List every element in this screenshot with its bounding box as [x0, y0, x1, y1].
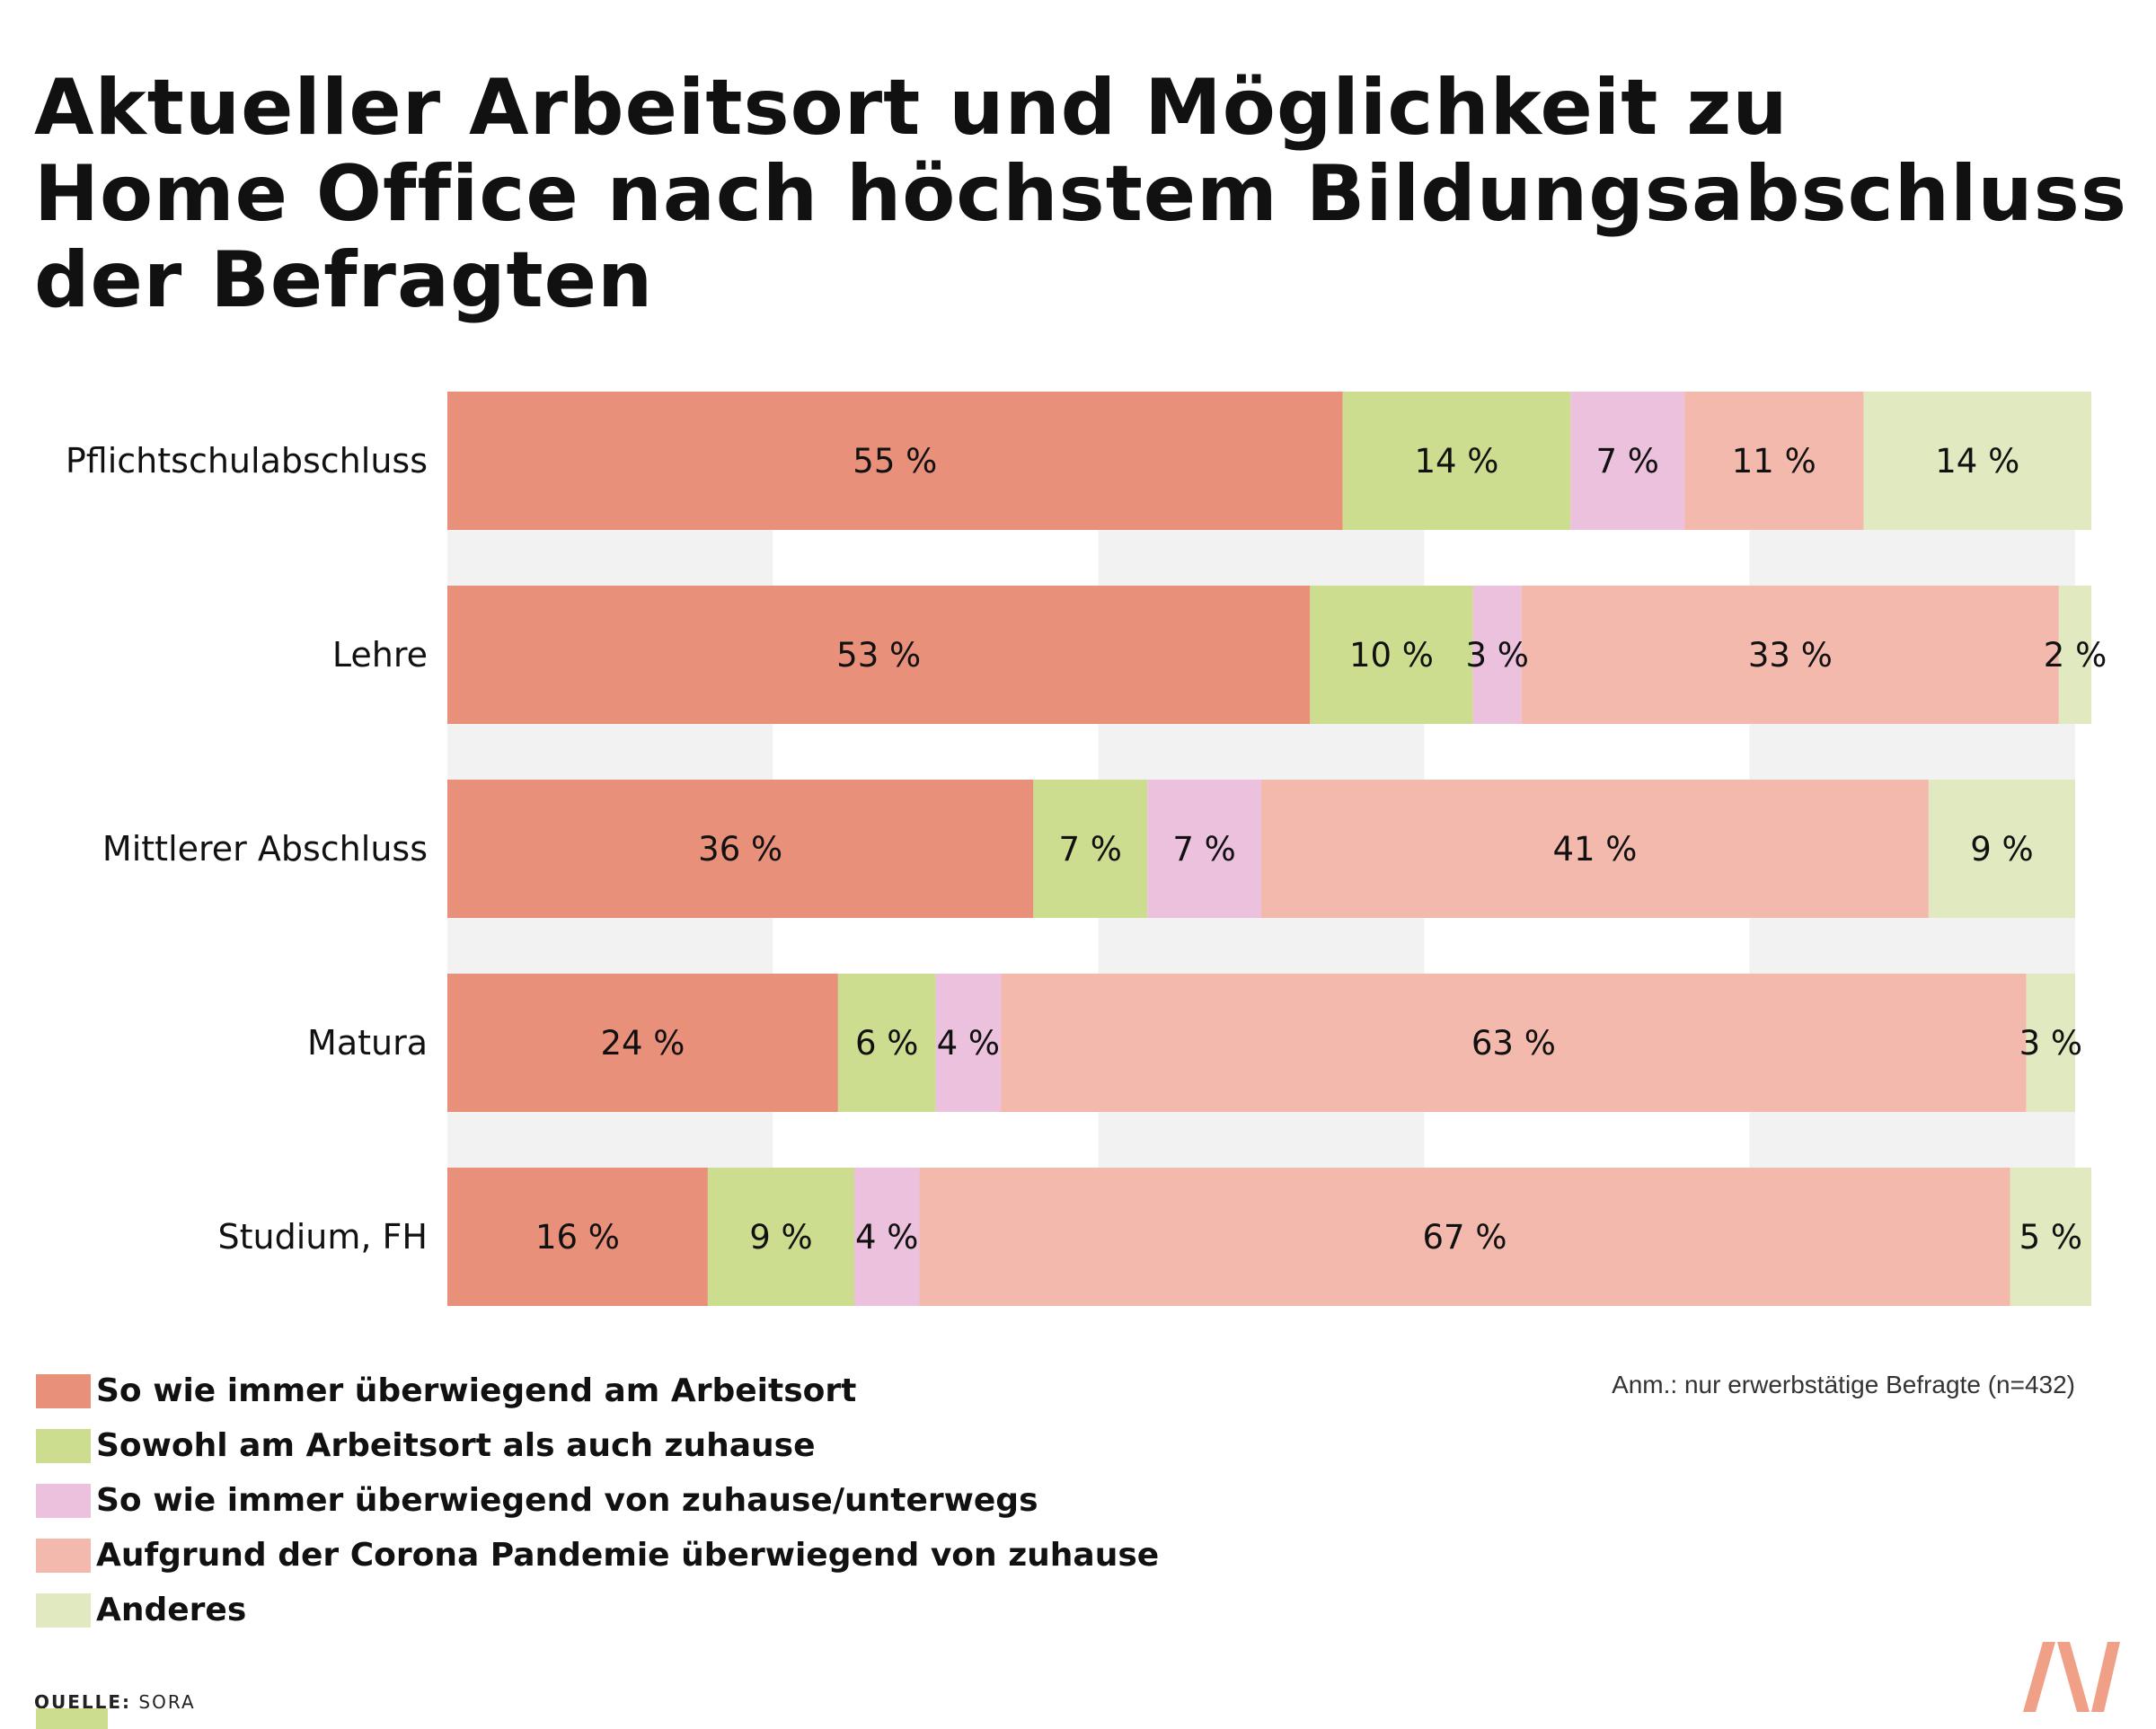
legend-label: So wie immer überwiegend von zuhause/unt…	[96, 1482, 1038, 1519]
data-label: 11 %	[1732, 442, 1816, 481]
title-line: Home Office nach höchstem Bildungsabschl…	[34, 149, 2128, 239]
bar-segment	[1521, 586, 2059, 724]
category-label: Mittlerer Abschluss	[102, 829, 428, 869]
data-label: 3 %	[1466, 636, 1529, 675]
bar-segment	[2026, 974, 2075, 1112]
data-label: 7 %	[1059, 830, 1122, 869]
legend-label: Anderes	[96, 1592, 247, 1628]
bar-segment	[1342, 392, 1571, 530]
brand-logo-icon	[2023, 1642, 2120, 1712]
legend-label: Sowohl am Arbeitsort als auch zuhause	[96, 1427, 816, 1464]
bar-segment	[935, 974, 1002, 1112]
bar-segment	[854, 1168, 920, 1306]
data-label: 4 %	[937, 1024, 1000, 1063]
data-label: 10 %	[1349, 636, 1434, 675]
legend-swatch	[36, 1539, 91, 1573]
bar-segment	[1001, 974, 2027, 1112]
data-label: 9 %	[749, 1218, 812, 1257]
bar-segment	[919, 1168, 2010, 1306]
bar-segment	[447, 1168, 708, 1306]
source-value: SORA	[138, 1691, 196, 1713]
category-label: Pflichtschulabschluss	[66, 441, 428, 481]
category-label: Studium, FH	[218, 1217, 428, 1257]
bar-segment	[1261, 780, 1929, 918]
data-label: 55 %	[853, 442, 937, 481]
data-label: 2 %	[2044, 636, 2107, 675]
bar-segment	[447, 780, 1034, 918]
bar-segment	[707, 1168, 854, 1306]
data-label: 63 %	[1471, 1024, 1556, 1063]
title-line: der Befragten	[34, 235, 654, 325]
data-label: 4 %	[855, 1218, 918, 1257]
bar-segment	[447, 974, 838, 1112]
data-label: 36 %	[698, 830, 782, 869]
data-label: 14 %	[1935, 442, 2019, 481]
data-label: 33 %	[1748, 636, 1833, 675]
bar-segment	[447, 392, 1343, 530]
chart-bars	[447, 392, 2092, 1306]
legend-swatch	[36, 1429, 91, 1463]
legend-swatch	[36, 1484, 91, 1518]
bar-segment	[447, 586, 1311, 724]
bar-segment	[1570, 392, 1685, 530]
data-label: 7 %	[1595, 442, 1658, 481]
legend-label: So wie immer überwiegend am Arbeitsort	[96, 1372, 857, 1409]
data-label: 53 %	[836, 636, 921, 675]
data-label: 41 %	[1552, 830, 1637, 869]
bar-segment	[1863, 392, 2092, 530]
chart-note: Anm.: nur erwerbstätige Befragte (n=432)	[1612, 1371, 2075, 1398]
legend-swatch	[36, 1374, 91, 1408]
legend-swatch	[36, 1593, 91, 1628]
data-label: 7 %	[1172, 830, 1235, 869]
data-label: 6 %	[855, 1024, 918, 1063]
category-label: Lehre	[332, 635, 428, 675]
data-label: 16 %	[535, 1218, 620, 1257]
source-accent-bar	[36, 1708, 108, 1729]
data-label: 14 %	[1414, 442, 1498, 481]
chart-labels: Pflichtschulabschluss 55 % 14 % 7 % 11 % 14 %…	[66, 441, 2107, 1257]
category-label: Matura	[307, 1023, 428, 1063]
bar-segment	[1684, 392, 1864, 530]
data-label: 24 %	[600, 1024, 685, 1063]
data-label: 5 %	[2019, 1218, 2082, 1257]
title-line: Aktueller Arbeitsort und Möglichkeit zu	[34, 63, 1789, 153]
bar-segment	[1147, 780, 1261, 918]
bar-segment	[837, 974, 936, 1112]
stacked-bar-chart: Pflichtschulabschluss 55 % 14 % 7 % 11 % 14 %…	[66, 392, 2107, 1306]
bar-segment	[1310, 586, 1473, 724]
bar-segment	[1928, 780, 2075, 918]
data-label: 3 %	[2019, 1024, 2082, 1063]
chart-title: Aktueller Arbeitsort und Möglichkeit zu …	[34, 65, 2136, 323]
bar-segment	[1472, 586, 1522, 724]
legend-label: Aufgrund der Corona Pandemie überwiegend…	[96, 1537, 1160, 1574]
bar-segment	[1033, 780, 1148, 918]
bar-segment	[2010, 1168, 2092, 1306]
data-label: 9 %	[1970, 830, 2033, 869]
data-label: 67 %	[1423, 1218, 1507, 1257]
bar-segment	[2058, 586, 2092, 724]
